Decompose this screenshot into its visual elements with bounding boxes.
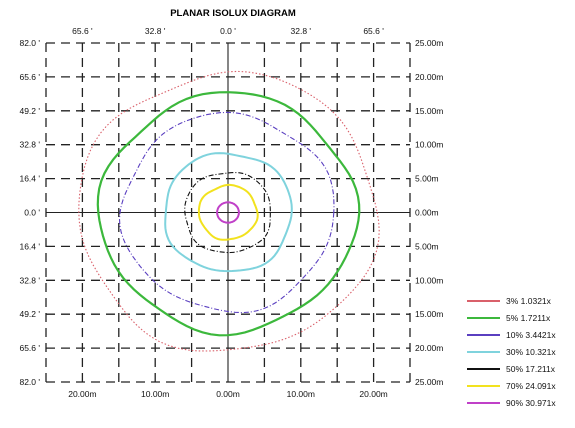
left-tick-label: 49.2 ' bbox=[19, 309, 40, 319]
bottom-tick-label: 20.00m bbox=[359, 389, 387, 399]
legend-entry-label: 90% 30.971x bbox=[506, 398, 556, 408]
isolux-contour-50pct bbox=[184, 172, 271, 254]
left-tick-label: 16.4 ' bbox=[19, 241, 40, 251]
grid bbox=[45, 42, 411, 383]
right-tick-label: 25.00m bbox=[415, 38, 443, 48]
left-tick-label: 16.4 ' bbox=[19, 174, 40, 184]
isolux-contour-30pct bbox=[164, 152, 293, 273]
isolux-contour-10pct bbox=[118, 111, 335, 314]
top-tick-label: 0.0 ' bbox=[220, 26, 236, 36]
legend-entry-label: 3% 1.0321x bbox=[506, 296, 552, 306]
right-tick-label: 25.00m bbox=[415, 377, 443, 387]
top-tick-label: 65.6 ' bbox=[72, 26, 93, 36]
right-tick-label: 10.00m bbox=[415, 275, 443, 285]
bottom-tick-label: 10.00m bbox=[287, 389, 315, 399]
isolux-contours bbox=[78, 70, 380, 352]
isolux-contour-70pct bbox=[197, 183, 259, 241]
legend-entry-label: 50% 17.211x bbox=[506, 364, 556, 374]
left-tick-label: 32.8 ' bbox=[19, 140, 40, 150]
bottom-tick-label: 10.00m bbox=[141, 389, 169, 399]
right-tick-label: 5.00m bbox=[415, 241, 439, 251]
right-tick-label: 20.00m bbox=[415, 343, 443, 353]
legend: 3% 1.0321x 5% 1.7211x 10% 3.4421x 30% 10.32… bbox=[467, 296, 556, 408]
left-tick-label: 65.6 ' bbox=[19, 343, 40, 353]
left-tick-label: 82.0 ' bbox=[19, 377, 40, 387]
right-tick-label: 5.00m bbox=[415, 174, 439, 184]
right-tick-label: 15.00m bbox=[415, 106, 443, 116]
isolux-contour-5pct bbox=[96, 91, 361, 337]
isolux-contour-3pct bbox=[78, 70, 380, 352]
right-tick-label: 15.00m bbox=[415, 309, 443, 319]
left-tick-label: 65.6 ' bbox=[19, 72, 40, 82]
bottom-tick-label: 0.00m bbox=[216, 389, 240, 399]
axis-tick-labels: 65.6 ' 32.8 ' 0.0 ' 32.8 ' 65.6 ' 82.0 ' 65.6 … bbox=[19, 26, 443, 399]
left-tick-label: 49.2 ' bbox=[19, 106, 40, 116]
right-tick-label: 10.00m bbox=[415, 140, 443, 150]
legend-entry-label: 10% 3.4421x bbox=[506, 330, 556, 340]
right-tick-label: 20.00m bbox=[415, 72, 443, 82]
legend-entry-label: 5% 1.7211x bbox=[506, 313, 551, 323]
left-tick-label: 32.8 ' bbox=[19, 275, 40, 285]
legend-entry-label: 30% 10.321x bbox=[506, 347, 556, 357]
left-tick-label: 82.0 ' bbox=[19, 38, 40, 48]
top-tick-label: 65.6 ' bbox=[363, 26, 384, 36]
bottom-tick-label: 20.00m bbox=[68, 389, 96, 399]
left-tick-label: 0.0 ' bbox=[24, 208, 40, 218]
legend-entry-label: 70% 24.091x bbox=[506, 381, 556, 391]
right-tick-label: 0.00m bbox=[415, 208, 439, 218]
chart-title: PLANAR ISOLUX DIAGRAM bbox=[170, 8, 296, 19]
top-tick-label: 32.8 ' bbox=[291, 26, 312, 36]
top-tick-label: 32.8 ' bbox=[145, 26, 166, 36]
isolux-contour-90pct bbox=[216, 201, 240, 224]
